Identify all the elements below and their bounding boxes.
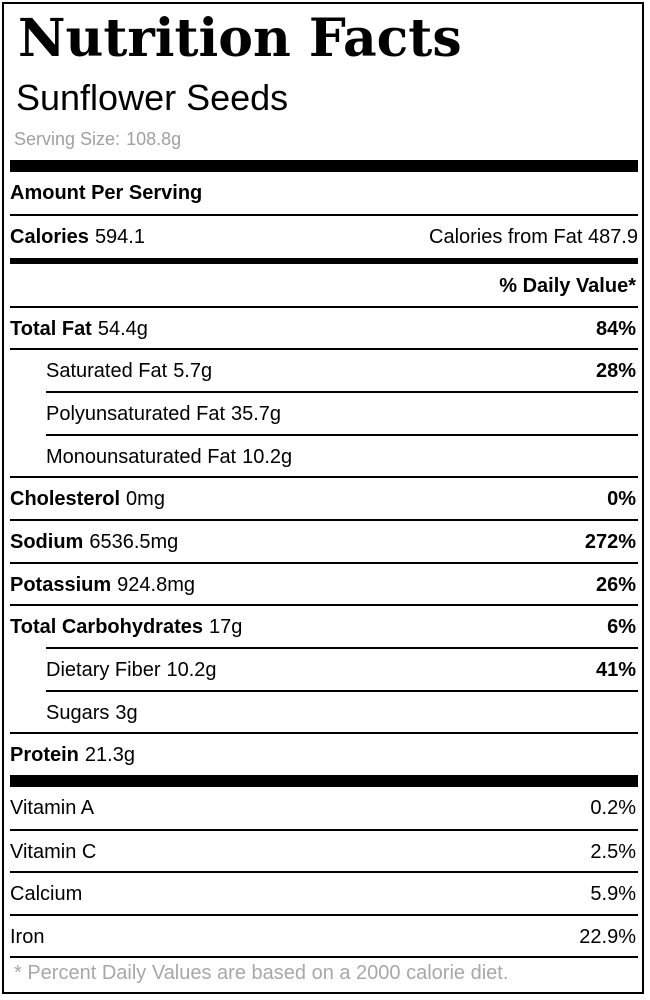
nutrient-name: Protein bbox=[10, 743, 79, 766]
nutrient-amount: 6536.5mg bbox=[89, 530, 179, 553]
vitamin-value: 5.9% bbox=[590, 882, 636, 905]
product-name: Sunflower Seeds bbox=[16, 77, 289, 118]
vitamin-name: Iron bbox=[10, 925, 45, 948]
divider bbox=[46, 690, 638, 692]
nutrient-row-total-fat: Total Fat 54.4g 84% bbox=[10, 308, 638, 350]
vitamin-value: 0.2% bbox=[590, 796, 636, 819]
nutrient-name: Sodium bbox=[10, 530, 84, 553]
nutrient-daily-value: 0% bbox=[607, 487, 636, 510]
nutrient-row-cholesterol: Cholesterol 0mg 0% bbox=[10, 478, 638, 520]
divider bbox=[10, 306, 638, 308]
divider bbox=[10, 562, 638, 564]
serving-size: Serving Size: 108.8g bbox=[14, 127, 181, 151]
divider bbox=[46, 647, 638, 649]
nutrient-amount: 54.4g bbox=[97, 317, 148, 340]
nutrient-row-potassium: Potassium 924.8mg 26% bbox=[10, 564, 638, 606]
nutrient-daily-value: 28% bbox=[595, 359, 636, 382]
vitamin-row-vitamin-c: Vitamin C 2.5% bbox=[10, 831, 638, 873]
footnote: * Percent Daily Values are based on a 20… bbox=[14, 962, 509, 984]
divider bbox=[10, 214, 638, 216]
calories-value: 594.1 bbox=[94, 225, 145, 248]
calories-label: Calories bbox=[10, 225, 89, 248]
divider bbox=[10, 829, 638, 831]
nutrient-name: Saturated Fat bbox=[46, 359, 168, 382]
divider bbox=[10, 476, 638, 478]
thick-divider bbox=[10, 160, 638, 172]
nutrient-row-dietary-fiber: Dietary Fiber 10.2g 41% bbox=[46, 649, 638, 691]
nutrient-name: Dietary Fiber bbox=[46, 658, 161, 681]
medium-divider bbox=[10, 258, 638, 264]
divider bbox=[10, 732, 638, 734]
daily-value-header: % Daily Value* bbox=[499, 274, 636, 297]
divider bbox=[10, 348, 638, 350]
nutrient-name: Polyunsaturated Fat bbox=[46, 402, 225, 425]
nutrient-amount: 0mg bbox=[126, 487, 165, 510]
nutrient-row-protein: Protein 21.3g bbox=[10, 734, 638, 776]
nutrition-label bbox=[2, 2, 644, 994]
vitamin-value: 2.5% bbox=[590, 840, 636, 863]
nutrient-daily-value: 41% bbox=[595, 658, 636, 681]
nutrient-amount: 924.8mg bbox=[117, 573, 195, 596]
divider bbox=[46, 434, 638, 436]
thick-divider bbox=[10, 775, 638, 787]
nutrient-amount: 17g bbox=[209, 615, 243, 638]
divider bbox=[10, 914, 638, 916]
nutrient-amount: 3g bbox=[115, 701, 138, 724]
nutrient-row-monounsaturated-fat: Monounsaturated Fat 10.2g bbox=[46, 436, 638, 478]
amount-per-serving: Amount Per Serving bbox=[10, 181, 203, 204]
divider bbox=[10, 604, 638, 606]
divider bbox=[46, 391, 638, 393]
nutrient-row-polyunsaturated-fat: Polyunsaturated Fat 35.7g bbox=[46, 393, 638, 435]
label-title: Nutrition Facts bbox=[18, 8, 462, 69]
amount-per-serving-row: Amount Per Serving bbox=[10, 172, 638, 214]
nutrient-daily-value: 6% bbox=[607, 615, 636, 638]
nutrient-row-sugars: Sugars 3g bbox=[46, 692, 638, 734]
nutrient-amount: 35.7g bbox=[231, 402, 282, 425]
nutrient-row-sodium: Sodium 6536.5mg 272% bbox=[10, 521, 638, 563]
nutrient-amount: 21.3g bbox=[84, 743, 135, 766]
nutrient-daily-value: 84% bbox=[595, 317, 636, 340]
vitamin-row-iron: Iron 22.9% bbox=[10, 916, 638, 958]
nutrient-name: Potassium bbox=[10, 573, 112, 596]
nutrient-row-saturated-fat: Saturated Fat 5.7g 28% bbox=[46, 350, 638, 392]
daily-value-header-row: % Daily Value* bbox=[10, 265, 638, 307]
nutrient-daily-value: 272% bbox=[584, 530, 636, 553]
calories-row: Calories 594.1 Calories from Fat 487.9 bbox=[10, 216, 638, 258]
nutrient-daily-value: 26% bbox=[595, 573, 636, 596]
vitamin-name: Vitamin C bbox=[10, 840, 97, 863]
calories-from-fat: Calories from Fat 487.9 bbox=[429, 225, 638, 248]
nutrient-amount: 10.2g bbox=[166, 658, 217, 681]
nutrient-name: Cholesterol bbox=[10, 487, 121, 510]
nutrient-name: Sugars bbox=[46, 701, 110, 724]
vitamin-name: Calcium bbox=[10, 882, 83, 905]
nutrient-name: Total Carbohydrates bbox=[10, 615, 203, 638]
nutrient-amount: 5.7g bbox=[173, 359, 213, 382]
nutrient-name: Monounsaturated Fat bbox=[46, 445, 237, 468]
divider bbox=[10, 519, 638, 521]
serving-size-label: Serving Size: bbox=[14, 129, 121, 149]
nutrient-amount: 10.2g bbox=[242, 445, 293, 468]
vitamin-row-vitamin-a: Vitamin A 0.2% bbox=[10, 787, 638, 829]
nutrient-row-total-carbohydrates: Total Carbohydrates 17g 6% bbox=[10, 606, 638, 648]
vitamin-value: 22.9% bbox=[579, 925, 636, 948]
serving-size-value: 108.8g bbox=[126, 129, 182, 149]
vitamin-name: Vitamin A bbox=[10, 796, 95, 819]
divider bbox=[10, 871, 638, 873]
vitamin-row-calcium: Calcium 5.9% bbox=[10, 873, 638, 915]
divider bbox=[10, 956, 638, 958]
nutrient-name: Total Fat bbox=[10, 317, 92, 340]
